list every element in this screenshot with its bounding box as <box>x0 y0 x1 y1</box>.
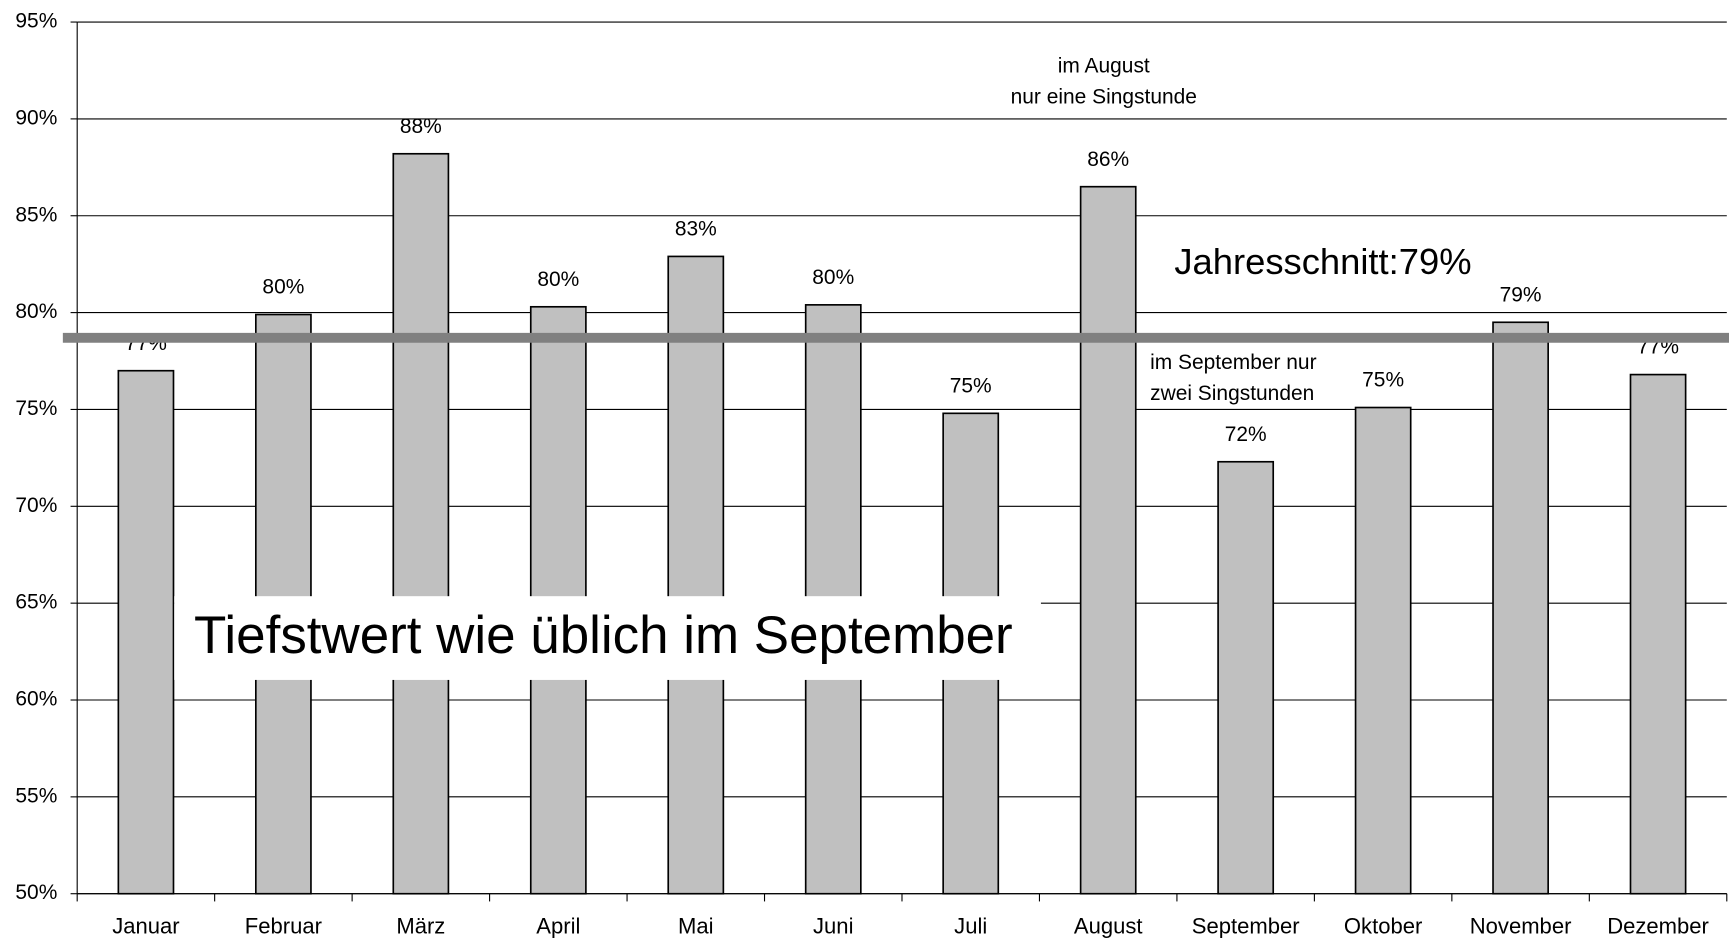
value-label: 80% <box>812 266 854 289</box>
annotation: im September nur <box>1150 351 1316 374</box>
bar <box>1354 406 1412 895</box>
y-tick-label: 75% <box>15 397 57 420</box>
average-label: Jahresschnitt:79% <box>1174 241 1471 282</box>
value-label: 75% <box>950 374 992 397</box>
bar <box>1492 321 1549 895</box>
value-label: 75% <box>1362 369 1404 392</box>
y-tick-label: 90% <box>15 106 57 129</box>
y-tick-label: 50% <box>15 881 57 904</box>
headline-box <box>174 596 1041 680</box>
value-label: 83% <box>675 218 717 241</box>
annotation: im August <box>1058 55 1150 78</box>
foreground: 50%55%60%65%70%75%80%85%90%95%Januar77%F… <box>15 10 1729 939</box>
headline: Tiefstwert wie üblich im September <box>194 606 1013 665</box>
bar <box>392 152 450 895</box>
grid <box>70 21 1728 902</box>
value-label: 79% <box>1500 283 1542 306</box>
bar <box>117 369 175 895</box>
x-tick-label: Januar <box>112 914 179 939</box>
annotation: zwei Singstunden <box>1150 382 1314 405</box>
bar <box>1629 373 1687 895</box>
x-tick-label: April <box>536 914 580 939</box>
x-tick-label: Mai <box>678 914 714 939</box>
x-tick-label: Juli <box>954 914 987 939</box>
value-label: 72% <box>1225 423 1267 446</box>
y-tick-label: 80% <box>15 300 57 323</box>
x-tick-label: Februar <box>245 914 322 939</box>
value-label: 80% <box>537 268 579 291</box>
value-label: 86% <box>1087 148 1129 171</box>
x-tick-label: August <box>1074 914 1143 939</box>
y-tick-label: 55% <box>15 784 57 807</box>
bar <box>667 255 725 895</box>
x-tick-label: Juni <box>813 914 853 939</box>
x-tick-label: September <box>1192 914 1300 939</box>
annotation: nur eine Singstunde <box>1011 86 1197 109</box>
x-tick-label: November <box>1470 914 1572 939</box>
value-label: 80% <box>262 276 304 299</box>
y-tick-label: 85% <box>15 203 57 226</box>
value-label: 88% <box>400 115 442 138</box>
y-tick-label: 95% <box>15 10 57 33</box>
y-tick-label: 65% <box>15 591 57 614</box>
x-tick-label: Oktober <box>1344 914 1422 939</box>
bar <box>1079 185 1137 895</box>
x-tick-label: Dezember <box>1607 914 1709 939</box>
y-tick-label: 60% <box>15 688 57 711</box>
y-tick-label: 70% <box>15 494 57 517</box>
x-tick-label: März <box>396 914 445 939</box>
bar <box>1217 460 1275 895</box>
